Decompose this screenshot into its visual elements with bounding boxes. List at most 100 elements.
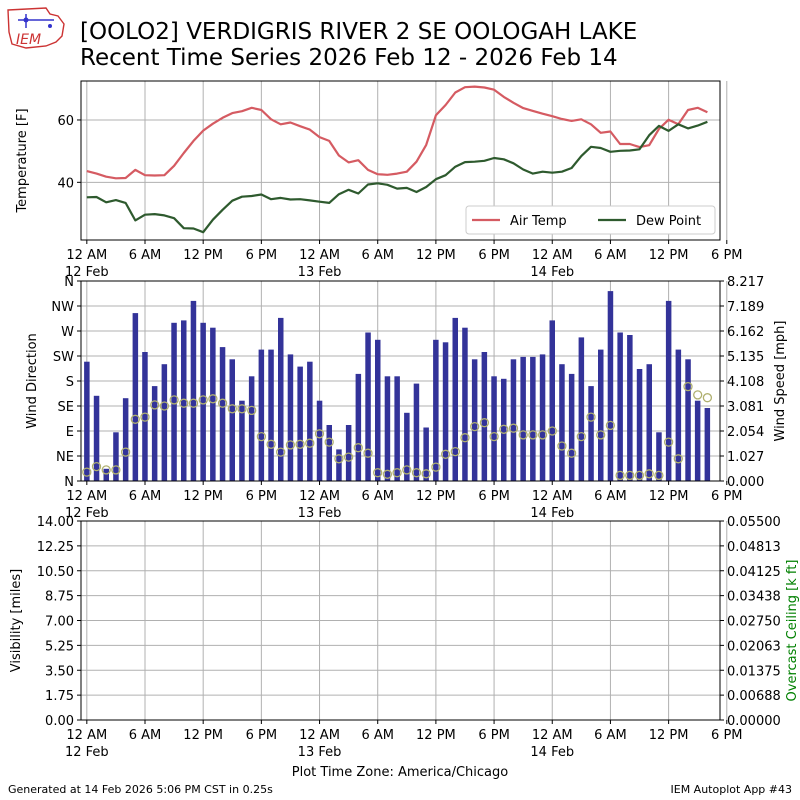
x-tick-label: 6 PM (246, 248, 277, 263)
wind-speed-bar (239, 400, 245, 481)
x-tick-label: 12 PM (183, 728, 223, 743)
wind-direction-point (508, 423, 519, 433)
wind-speed-bar (122, 398, 129, 481)
wind-speed-bar (258, 349, 265, 481)
wind-direction-axis-label: Wind Direction (25, 333, 40, 429)
wind-speed-bar (501, 378, 507, 481)
x-tick-label: 12 PM (183, 489, 223, 504)
wind-direction-point (528, 430, 538, 440)
wind-direction-point (247, 405, 257, 416)
wind-speed-bar (190, 300, 197, 481)
x-tick-label: 6 PM (711, 728, 742, 743)
wind-direction-point (431, 462, 441, 472)
x-date-label: 12 Feb (65, 265, 109, 280)
x-date-label: 13 Feb (298, 265, 342, 280)
ceiling-tick-label: 0.02750 (727, 615, 781, 630)
ceiling-tick-label: 0.02063 (727, 639, 781, 654)
wind-speed-bar (404, 412, 410, 481)
wind-speed-bar (530, 356, 536, 481)
wind-direction-point (605, 420, 616, 431)
ceiling-tick-label: 0.05500 (727, 515, 781, 530)
legend-label: Air Temp (510, 214, 567, 229)
wind-direction-point (343, 452, 354, 462)
wind-direction-point (615, 470, 625, 481)
charts-svg: 40 60 12 AM 6 AM 12 PM 6 PM 12 AM 6 AM 12 PM 6 PM… (9, 80, 800, 780)
wind-direction-point (353, 443, 363, 453)
wind-direction-point (702, 393, 713, 403)
wind-speed-bar (442, 342, 449, 481)
ceiling-tick-label: 0.04125 (727, 565, 781, 580)
x-tick-label: 6 PM (478, 728, 509, 743)
temperature-axis-label: Temperature [F] (15, 108, 30, 213)
wind-direction-point (82, 467, 92, 477)
wind-speed-bar (181, 320, 187, 481)
x-date-label: 14 Feb (530, 265, 574, 280)
direction-tick-label: SW (53, 350, 74, 365)
visibility-tick-label: 0.00 (45, 714, 74, 729)
x-tick-label: 6 PM (478, 248, 509, 263)
y-tick-label: 60 (57, 114, 74, 129)
wind-direction-point (392, 468, 402, 478)
wind-speed-bar (413, 383, 420, 481)
x-tick-label: 12 PM (416, 489, 456, 504)
x-tick-label: 12 PM (649, 248, 689, 263)
wind-direction-point (91, 461, 102, 472)
wind-speed-bar (539, 354, 546, 481)
wind-speed-bar (248, 376, 255, 481)
wind-speed-bar (384, 376, 391, 481)
wind-direction-point (150, 400, 160, 410)
x-tick-label: 6 AM (129, 248, 162, 263)
wind-direction-point (120, 447, 131, 457)
y-tick-label: 40 (57, 176, 74, 191)
wind-speed-bar (656, 432, 662, 481)
wind-speed-bar (578, 337, 585, 481)
ceiling-tick-label: 0.03438 (727, 590, 781, 605)
wind-speed-bar (307, 361, 313, 481)
wind-speed-bar (161, 364, 168, 481)
wind-direction-point (499, 424, 509, 434)
x-tick-label: 6 AM (361, 489, 394, 504)
wind-direction-point (276, 447, 286, 457)
wind-direction-point (566, 448, 577, 458)
wind-speed-bar (646, 364, 652, 481)
wind-speed-bar (452, 317, 458, 481)
wind-direction-point (208, 394, 218, 404)
ceiling-tick-label: 0.01375 (727, 664, 781, 679)
wind-speed-bar (210, 327, 216, 481)
visibility-tick-label: 14.00 (37, 515, 74, 530)
x-tick-label: 6 AM (361, 248, 394, 263)
wind-direction-point (537, 430, 548, 440)
temperature-plot-frame (80, 80, 721, 241)
x-tick-label: 12 AM (66, 489, 107, 504)
wind-speed-bar (103, 468, 109, 481)
visibility-tick-label: 12.25 (37, 540, 74, 555)
x-date-label: 12 Feb (65, 506, 109, 521)
wind-speed-bar (665, 300, 672, 481)
wind-speed-bar (491, 376, 497, 481)
wind-speed-bar (607, 291, 614, 481)
x-tick-label: 12 AM (532, 248, 573, 263)
wind-speed-bar (142, 352, 148, 481)
wind-direction-point (305, 438, 315, 448)
visibility-tick-label: 7.00 (45, 615, 74, 630)
wind-direction-point (576, 431, 586, 442)
wind-direction-point (198, 395, 208, 405)
wind-speed-bar (423, 427, 429, 481)
x-tick-label: 6 PM (711, 248, 742, 263)
x-tick-label: 6 PM (246, 728, 277, 743)
wind-speed-bar (433, 339, 439, 481)
visibility-tick-label: 5.25 (45, 639, 74, 654)
wind-speed-bar (704, 408, 711, 481)
wind-speed-bar (685, 359, 691, 481)
visibility-tick-label: 8.75 (45, 590, 74, 605)
wind-direction-point (596, 430, 606, 440)
speed-tick-label: 7.189 (727, 300, 764, 315)
wind-direction-point (673, 454, 683, 464)
x-tick-label: 6 PM (711, 489, 742, 504)
visibility-axis-label: Visibility [miles] (9, 569, 24, 672)
wind-direction-point (518, 430, 528, 440)
x-date-label: 12 Feb (65, 745, 109, 760)
x-tick-label: 12 PM (416, 248, 456, 263)
wind-direction-point (663, 437, 674, 447)
direction-tick-label: NW (51, 300, 74, 315)
